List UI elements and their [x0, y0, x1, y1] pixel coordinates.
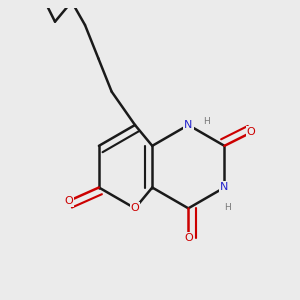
Text: N: N [220, 182, 229, 193]
Text: H: H [224, 202, 231, 211]
Text: N: N [184, 120, 193, 130]
Text: O: O [247, 128, 256, 137]
Text: O: O [184, 233, 193, 243]
Text: O: O [64, 196, 73, 206]
Text: O: O [130, 203, 140, 213]
Text: H: H [203, 117, 210, 126]
